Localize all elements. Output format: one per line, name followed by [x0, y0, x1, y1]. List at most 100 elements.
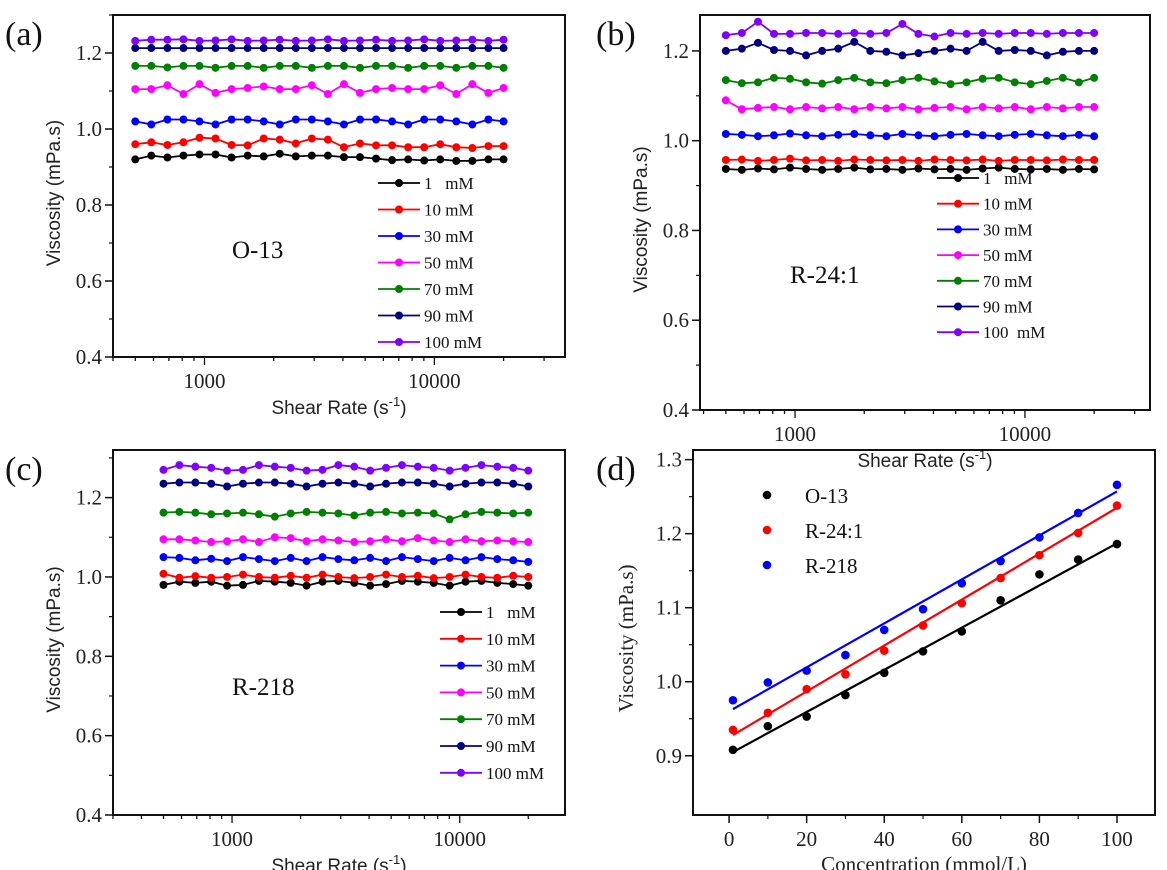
data-point: [1026, 165, 1035, 174]
data-point: [147, 44, 156, 53]
data-point: [1074, 78, 1083, 87]
data-point: [1090, 46, 1099, 55]
data-point: [372, 115, 381, 124]
plot-frame: [112, 14, 566, 358]
data-point: [404, 120, 413, 129]
data-point: [461, 479, 470, 488]
data-point: [737, 105, 746, 114]
data-point: [302, 557, 311, 566]
data-point: [334, 478, 343, 487]
data-point: [818, 155, 827, 164]
data-point: [737, 79, 746, 88]
series-1-mM: [721, 163, 1099, 174]
data-point: [404, 143, 413, 152]
legend-marker: [954, 199, 962, 208]
data-point: [763, 721, 773, 731]
data-point: [962, 78, 971, 87]
data-point: [207, 463, 216, 472]
data-point: [323, 90, 332, 99]
data-point: [147, 138, 156, 147]
data-point: [339, 153, 348, 162]
data-point: [850, 163, 859, 172]
y-tick-label: 0.4: [76, 345, 103, 369]
data-point: [238, 580, 247, 589]
y-tick-label: 1.3: [656, 448, 682, 472]
data-point: [227, 44, 236, 53]
data-point: [994, 156, 1003, 165]
legend-marker: [395, 285, 403, 293]
data-point: [238, 535, 247, 544]
data-point: [243, 115, 252, 124]
data-point: [866, 103, 875, 112]
data-point: [1035, 550, 1044, 560]
y-tick-label: 1.2: [656, 522, 682, 546]
sample-annotation: R-24:1: [790, 262, 859, 289]
x-tick-label: 10000: [999, 422, 1052, 446]
data-point: [318, 535, 327, 544]
data-point: [1035, 533, 1044, 542]
legend-label: 50 mM: [424, 254, 474, 273]
data-point: [898, 19, 907, 28]
data-point: [318, 465, 327, 474]
data-point: [163, 115, 172, 124]
sample-annotation: O-13: [232, 237, 283, 264]
data-point: [957, 627, 967, 636]
data-point: [737, 44, 746, 53]
data-point: [318, 479, 327, 488]
data-point: [509, 463, 518, 472]
data-point: [254, 555, 263, 564]
y-tick-label: 1.0: [656, 670, 682, 694]
data-point: [286, 534, 295, 543]
data-point: [339, 80, 348, 89]
x-axis-label-text: Shear Rate (s: [857, 451, 974, 472]
data-point: [191, 478, 200, 487]
legend-label: 30 mM: [983, 220, 1033, 239]
data-point: [350, 511, 359, 520]
data-point: [307, 81, 316, 90]
series-line: [725, 76, 1095, 86]
y-tick-label: 0.4: [76, 803, 103, 827]
series-O-13: [728, 539, 1122, 755]
data-point: [452, 117, 461, 126]
data-point: [227, 85, 236, 94]
data-point: [372, 44, 381, 53]
series-line: [725, 166, 1095, 171]
series-line: [163, 481, 529, 488]
data-point: [978, 74, 987, 83]
data-point: [737, 28, 746, 37]
data-point: [254, 510, 263, 519]
data-point: [413, 478, 422, 487]
data-point: [372, 61, 381, 70]
data-point: [468, 80, 477, 89]
data-point: [834, 103, 843, 112]
data-point: [420, 143, 429, 152]
series-line: [725, 157, 1095, 162]
data-point: [753, 38, 762, 47]
data-point: [195, 150, 204, 159]
data-point: [211, 36, 220, 45]
data-point: [1073, 528, 1083, 538]
legend-label: 100 mM: [486, 764, 544, 783]
series-30-mM: [159, 553, 533, 566]
series-line: [135, 65, 504, 69]
x-axis-label-superscript: -1: [389, 852, 401, 867]
data-point: [834, 76, 843, 85]
legend-marker: [395, 258, 403, 267]
data-point: [334, 572, 343, 581]
data-point: [238, 570, 247, 579]
data-point: [318, 553, 327, 562]
data-point: [841, 690, 850, 700]
data-point: [286, 463, 295, 472]
series-line: [135, 118, 504, 126]
y-tick-label: 1.1: [656, 596, 682, 620]
data-point: [802, 78, 811, 87]
x-tick-label: 60: [951, 827, 972, 851]
data-point: [499, 142, 508, 151]
data-point: [131, 44, 140, 53]
data-point: [930, 165, 939, 174]
data-point: [962, 105, 971, 114]
data-point: [270, 573, 279, 582]
legend-label: 1 mM: [983, 169, 1033, 188]
data-point: [946, 80, 955, 89]
